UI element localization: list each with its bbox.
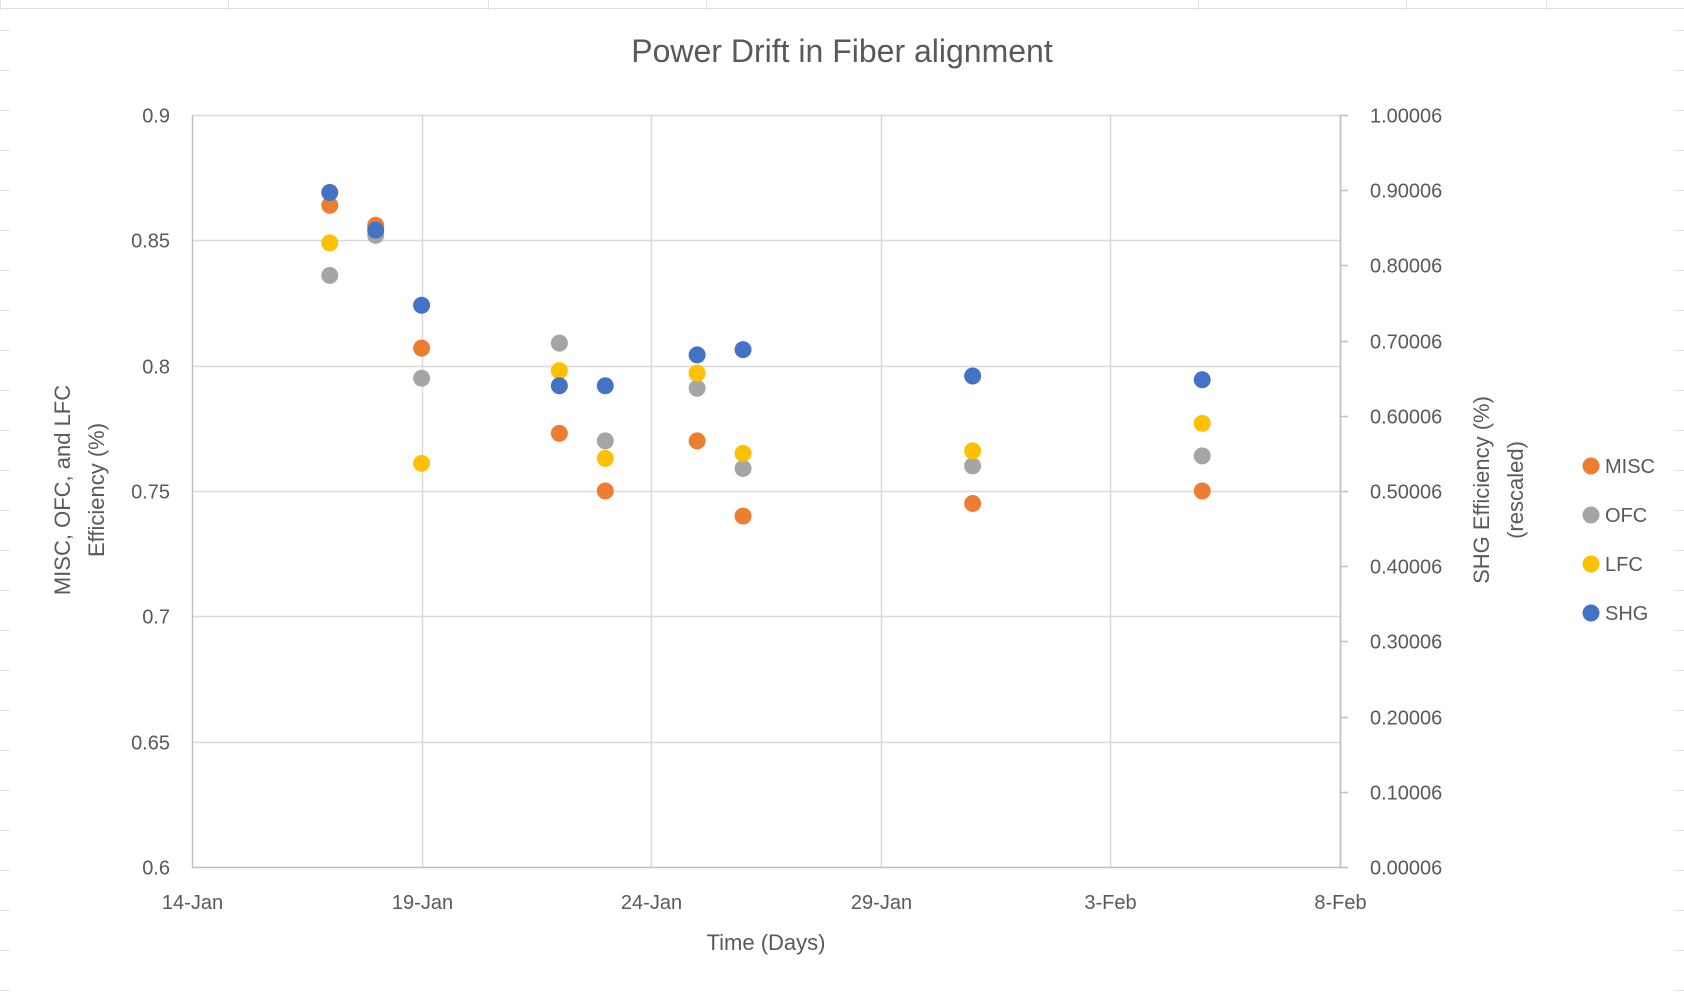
y2-tick-label: 0.10006 (1370, 783, 1442, 805)
data-points (321, 184, 1211, 525)
y2-tick-label: 0.90006 (1370, 181, 1442, 203)
series-shg (321, 184, 1211, 395)
y2-axis-title-line-2: (rescaled) (1503, 441, 1528, 539)
data-point-misc[interactable] (413, 339, 431, 357)
y-tick-label: 0.7 (142, 607, 170, 629)
x-tick-label: 14-Jan (162, 892, 223, 914)
y-tick-label: 0.6 (142, 858, 170, 880)
data-point-ofc[interactable] (596, 432, 614, 450)
x-tick-label: 3-Feb (1084, 892, 1136, 914)
data-point-misc[interactable] (1193, 482, 1211, 500)
series-ofc (321, 226, 1211, 477)
y2-tick-label: 0.20006 (1370, 708, 1442, 730)
legend-item-shg[interactable]: SHG (1582, 603, 1649, 625)
data-point-shg[interactable] (550, 377, 568, 395)
y2-tick-label: 1.00006 (1370, 106, 1442, 128)
legend-marker (1582, 506, 1600, 524)
legend-marker (1582, 555, 1600, 573)
data-point-lfc[interactable] (964, 442, 982, 460)
y-tick-label: 0.65 (131, 733, 170, 755)
chart-title: Power Drift in Fiber alignment (631, 33, 1053, 69)
y2-tick-label: 0.60006 (1370, 407, 1442, 429)
data-point-ofc[interactable] (734, 459, 752, 477)
data-point-ofc[interactable] (550, 334, 568, 352)
data-point-ofc[interactable] (413, 369, 431, 387)
data-point-shg[interactable] (1193, 371, 1211, 389)
data-point-lfc[interactable] (413, 454, 431, 472)
axes: 0.6 0.65 0.7 0.75 0.8 0.85 0.9 14-Jan 19-Jan 24-J… (131, 106, 1442, 915)
data-point-ofc[interactable] (1193, 447, 1211, 465)
y-axis-title-line-1: MISC, OFC, and LFC (50, 385, 75, 595)
x-tick-label: 19-Jan (392, 892, 453, 914)
data-point-misc[interactable] (596, 482, 614, 500)
legend-label: LFC (1605, 554, 1643, 576)
series-lfc (321, 234, 1211, 472)
y2-tick-label: 0.50006 (1370, 482, 1442, 504)
data-point-lfc[interactable] (734, 444, 752, 462)
data-point-lfc[interactable] (550, 362, 568, 380)
gridlines (192, 114, 1342, 867)
legend-label: MISC (1605, 456, 1655, 478)
y2-tick-label: 0.30006 (1370, 632, 1442, 654)
data-point-lfc[interactable] (321, 234, 339, 252)
y-tick-label: 0.85 (131, 231, 170, 253)
data-point-lfc[interactable] (1193, 414, 1211, 432)
y-tick-label: 0.8 (142, 357, 170, 379)
data-point-shg[interactable] (321, 184, 339, 202)
y-tick-label: 0.9 (142, 106, 170, 128)
data-point-misc[interactable] (321, 196, 339, 214)
y-axis-title-line-2: Efficiency (%) (84, 423, 109, 557)
legend-marker (1582, 457, 1600, 475)
y2-tick-label: 0.00006 (1370, 858, 1442, 880)
x-axis-title: Time (Days) (707, 930, 826, 955)
data-point-shg[interactable] (964, 367, 982, 385)
data-point-misc[interactable] (550, 424, 568, 442)
data-point-misc[interactable] (734, 507, 752, 525)
y2-tick-label: 0.70006 (1370, 332, 1442, 354)
x-tick-label: 8-Feb (1314, 892, 1366, 914)
legend-item-misc[interactable]: MISC (1582, 456, 1656, 478)
data-point-shg[interactable] (734, 341, 752, 359)
legend: MISC OFC LFC SHG (1582, 456, 1656, 625)
y-tick-label: 0.75 (131, 482, 170, 504)
legend-item-lfc[interactable]: LFC (1582, 554, 1643, 576)
legend-label: OFC (1605, 505, 1647, 527)
legend-item-ofc[interactable]: OFC (1582, 505, 1648, 527)
data-point-shg[interactable] (596, 377, 614, 395)
y2-tick-label: 0.80006 (1370, 256, 1442, 278)
data-point-shg[interactable] (413, 296, 431, 314)
y2-axis-title-line-1: SHG Efficiency (%) (1469, 396, 1494, 584)
data-point-ofc[interactable] (688, 379, 706, 397)
data-point-ofc[interactable] (964, 457, 982, 475)
x-tick-label: 29-Jan (851, 892, 912, 914)
data-point-misc[interactable] (964, 495, 982, 513)
legend-label: SHG (1605, 603, 1648, 625)
legend-marker (1582, 604, 1600, 622)
x-tick-label: 24-Jan (621, 892, 682, 914)
data-point-shg[interactable] (367, 221, 385, 239)
series-misc (321, 196, 1211, 525)
data-point-lfc[interactable] (596, 449, 614, 467)
data-point-lfc[interactable] (688, 364, 706, 382)
data-point-ofc[interactable] (321, 266, 339, 284)
data-point-shg[interactable] (688, 346, 706, 364)
y2-tick-label: 0.40006 (1370, 557, 1442, 579)
data-point-misc[interactable] (688, 432, 706, 450)
